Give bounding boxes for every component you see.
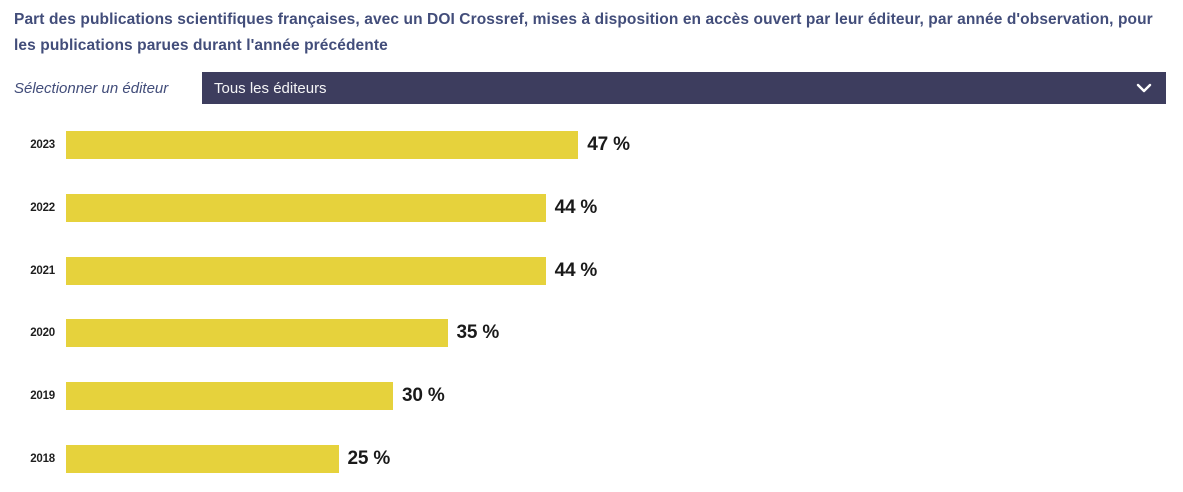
bar-value-label: 25 % — [347, 447, 391, 469]
bar-chart-row: 2022 44 % — [0, 177, 1183, 240]
bar-track: 35 % — [66, 319, 1183, 348]
year-axis-label: 2021 — [30, 264, 55, 277]
bar-value-label: 44 % — [554, 197, 598, 219]
bar-chart-row: 2020 35 % — [0, 302, 1183, 365]
bar-track: 44 % — [66, 256, 1183, 285]
year-axis-label: 2020 — [30, 327, 55, 340]
bar[interactable] — [66, 131, 579, 160]
bar-value-label: 35 % — [456, 322, 500, 344]
chart-title: Part des publications scientifiques fran… — [14, 11, 1153, 54]
bar[interactable] — [66, 194, 546, 223]
chart-header: Part des publications scientifiques fran… — [0, 0, 1183, 59]
publisher-select[interactable]: Tous les éditeurs — [202, 72, 1166, 104]
bar-value-label: 30 % — [402, 385, 445, 407]
bar-value-label: 47 % — [587, 134, 630, 156]
bar[interactable] — [66, 319, 448, 348]
publisher-select-label: Sélectionner un éditeur — [14, 79, 169, 97]
bar-track: 44 % — [66, 194, 1183, 223]
year-axis-label: 2023 — [30, 139, 55, 152]
bar[interactable] — [66, 256, 546, 285]
bar-value-label: 44 % — [554, 259, 598, 281]
bar-chart: 2023 47 % 2022 44 % 2021 44 % 2020 35 % … — [0, 114, 1183, 490]
chevron-down-icon — [1136, 83, 1152, 93]
bar[interactable] — [66, 444, 339, 473]
publisher-select-value: Tous les éditeurs — [214, 79, 327, 97]
bar-track: 47 % — [66, 131, 1183, 160]
bar-chart-row: 2023 47 % — [0, 114, 1183, 177]
publisher-filter-row: Sélectionner un éditeur Tous les éditeur… — [14, 72, 1166, 104]
bar-chart-row: 2018 25 % — [0, 427, 1183, 490]
bar[interactable] — [66, 382, 393, 411]
year-axis-label: 2018 — [30, 452, 55, 465]
bar-chart-row: 2019 30 % — [0, 365, 1183, 428]
year-axis-label: 2019 — [30, 390, 55, 403]
bar-track: 30 % — [66, 382, 1183, 411]
year-axis-label: 2022 — [30, 202, 55, 215]
bar-track: 25 % — [66, 444, 1183, 473]
bar-chart-row: 2021 44 % — [0, 239, 1183, 302]
